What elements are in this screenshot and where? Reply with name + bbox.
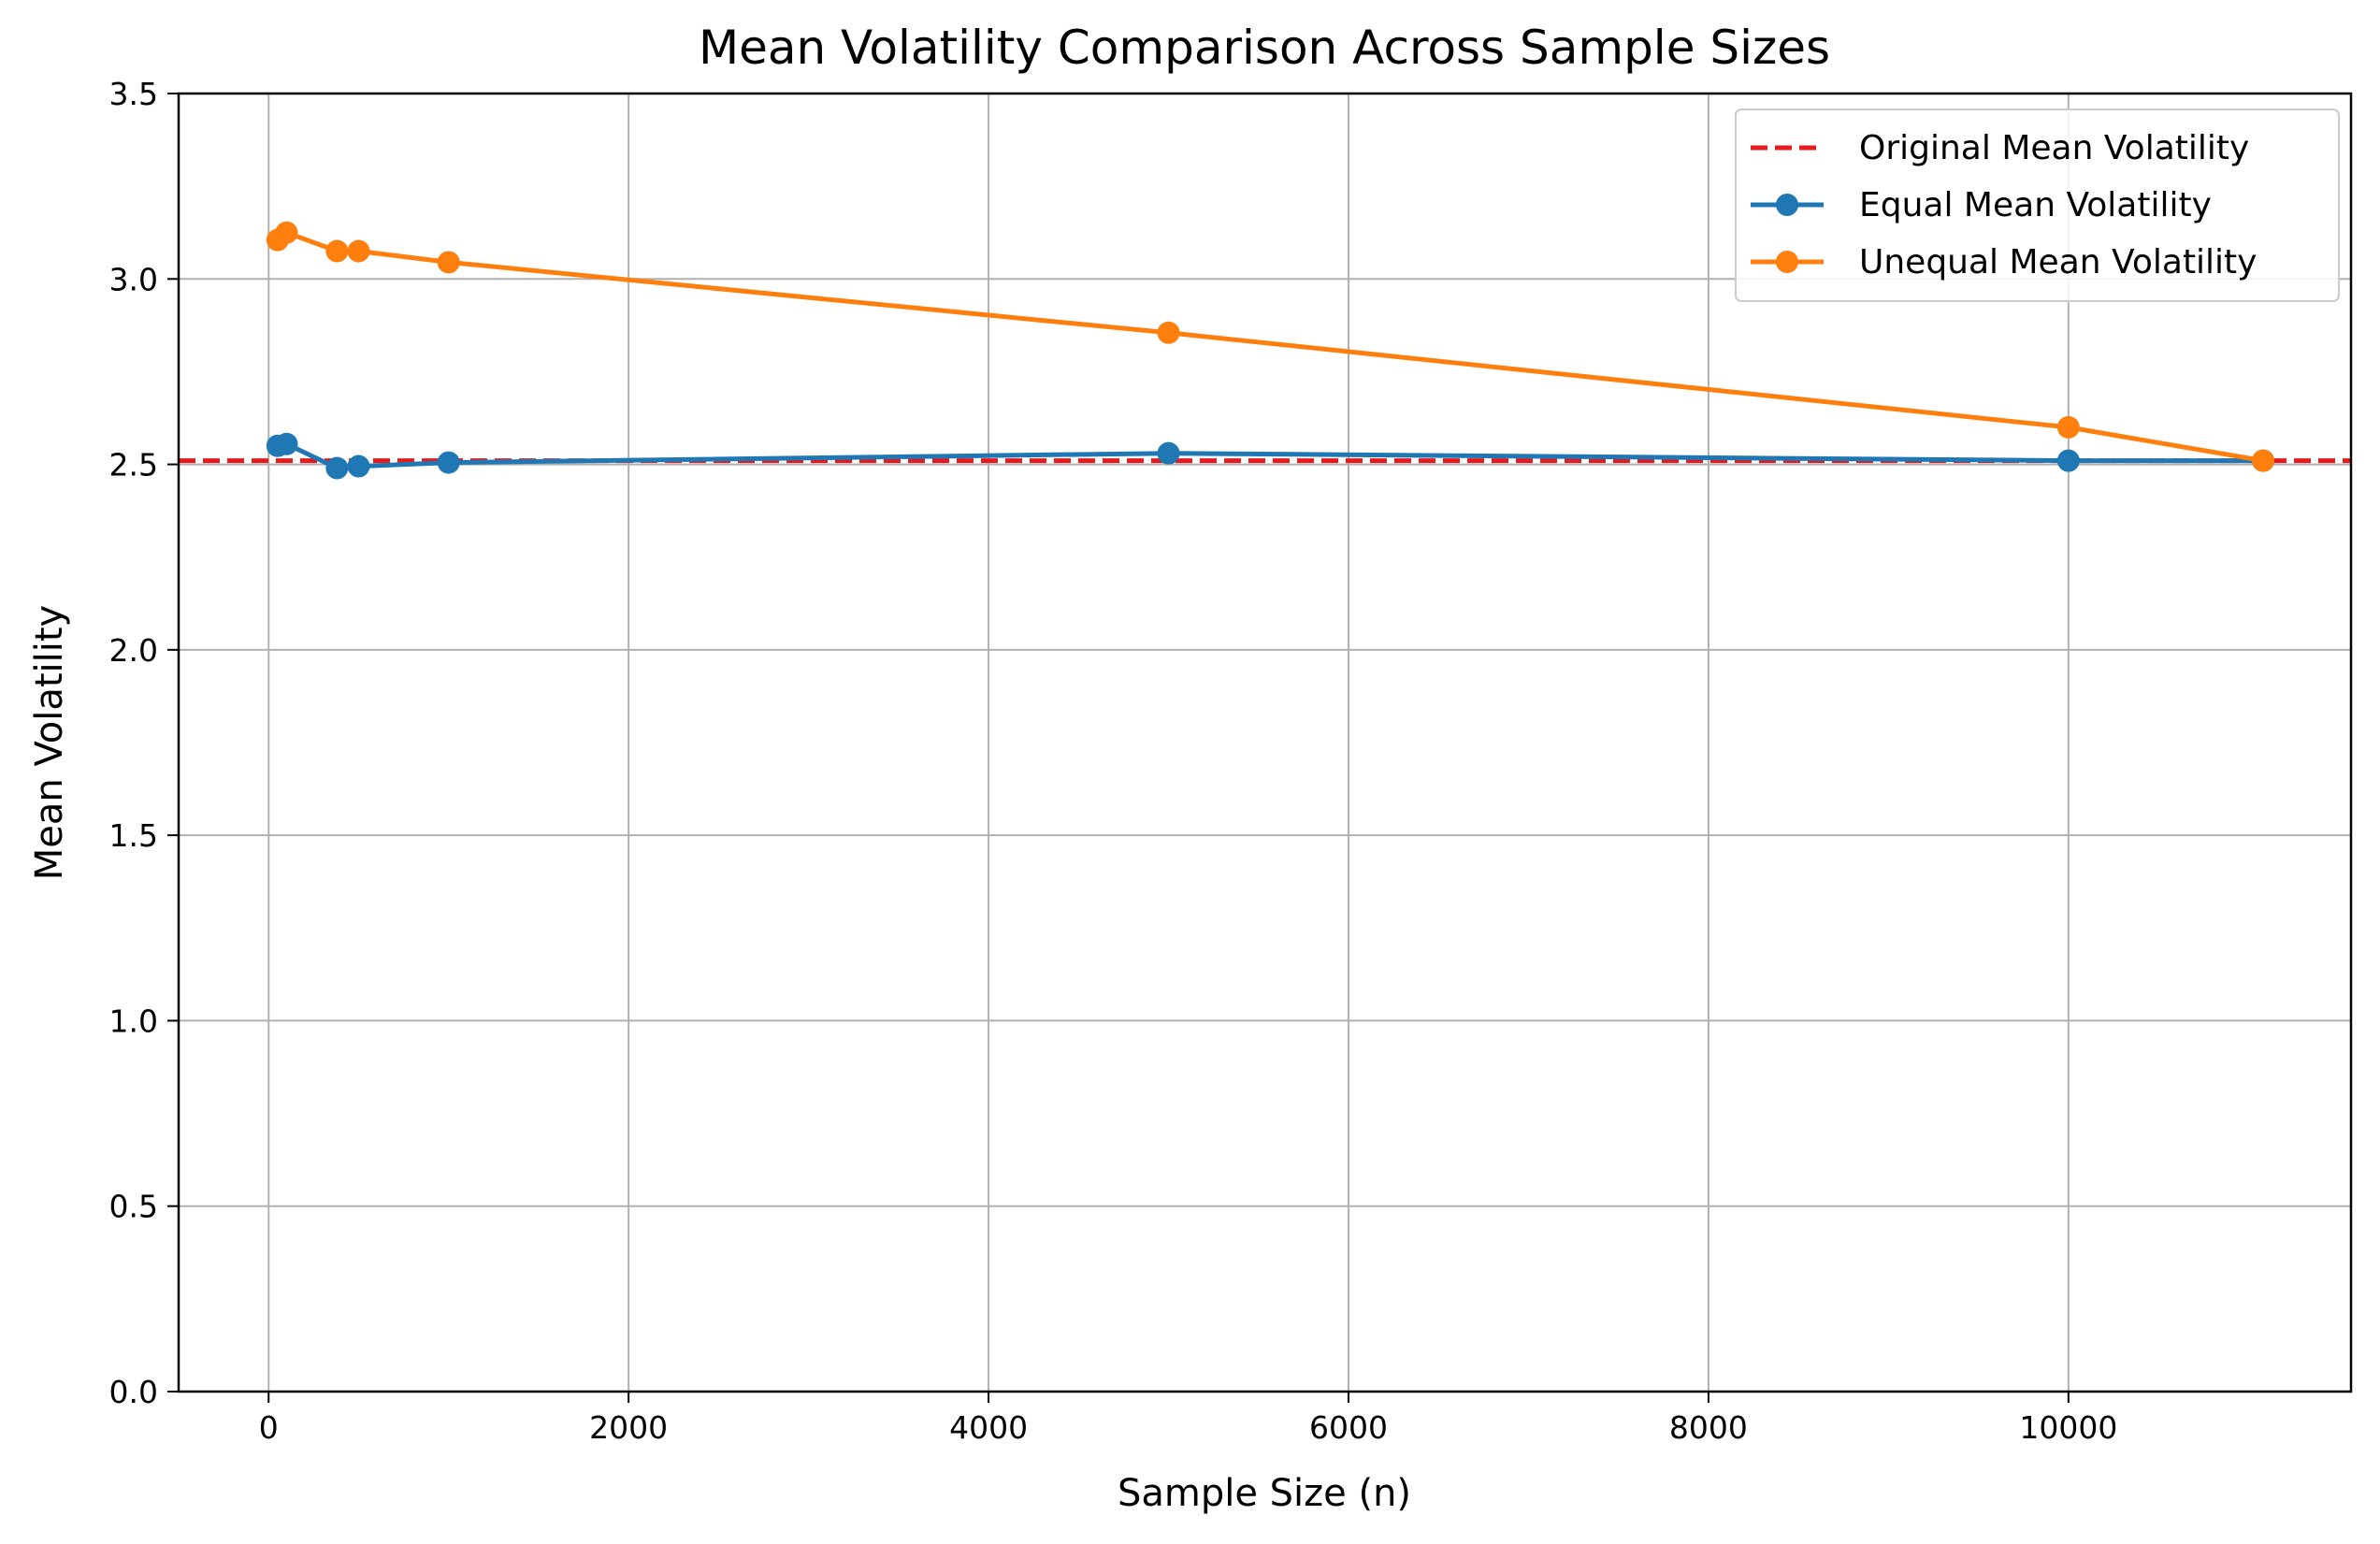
data-point <box>347 455 370 478</box>
x-tick-label: 6000 <box>1309 1409 1388 1446</box>
data-point <box>347 239 370 263</box>
legend-marker <box>1776 194 1798 216</box>
x-tick-label: 2000 <box>589 1409 668 1446</box>
legend-label: Original Mean Volatility <box>1859 129 2249 167</box>
y-axis-label: Mean Volatility <box>28 605 71 880</box>
legend-label: Equal Mean Volatility <box>1859 186 2212 224</box>
data-point <box>325 239 349 263</box>
legend-label: Unequal Mean Volatility <box>1859 243 2257 281</box>
y-tick-label: 1.0 <box>109 1003 158 1039</box>
chart-title: Mean Volatility Comparison Across Sample… <box>699 21 1830 75</box>
y-tick-label: 0.5 <box>109 1189 158 1225</box>
y-tick-label: 3.5 <box>109 76 158 112</box>
data-point <box>2056 415 2080 439</box>
x-axis-label: Sample Size (n) <box>1118 1472 1411 1515</box>
data-point <box>2252 449 2275 472</box>
data-point <box>325 456 349 480</box>
legend-marker <box>1776 251 1798 273</box>
data-point <box>1157 321 1180 344</box>
legend-entry: Original Mean Volatility <box>1751 129 2249 167</box>
x-tick-label: 10000 <box>2019 1409 2117 1446</box>
data-point <box>1157 441 1180 465</box>
x-tick-label: 0 <box>259 1409 279 1446</box>
y-tick-label: 1.5 <box>109 817 158 854</box>
data-point <box>2056 449 2080 472</box>
data-point <box>275 432 298 455</box>
x-tick-label: 8000 <box>1669 1409 1748 1446</box>
series-layer <box>266 221 2275 480</box>
y-tick-label: 0.0 <box>109 1374 158 1410</box>
y-tick-label: 3.0 <box>109 261 158 297</box>
legend-box <box>1735 108 2340 302</box>
legend: Original Mean Volatility Equal Mean Volat… <box>1735 108 2340 302</box>
data-point <box>437 251 460 274</box>
legend-entry: Equal Mean Volatility <box>1751 186 2212 224</box>
y-tick-label: 2.0 <box>109 632 158 669</box>
y-tick-label: 2.5 <box>109 447 158 483</box>
data-point <box>437 451 460 474</box>
ticks: 0 2000 4000 6000 8000 10000 0.0 0.5 1.0 1.5 2.0 2.5… <box>109 76 2118 1446</box>
data-point <box>275 221 298 244</box>
x-tick-label: 4000 <box>949 1409 1028 1446</box>
legend-entry: Unequal Mean Volatility <box>1751 243 2257 281</box>
plot-frame <box>177 92 2353 1393</box>
series-1 <box>266 221 2275 472</box>
